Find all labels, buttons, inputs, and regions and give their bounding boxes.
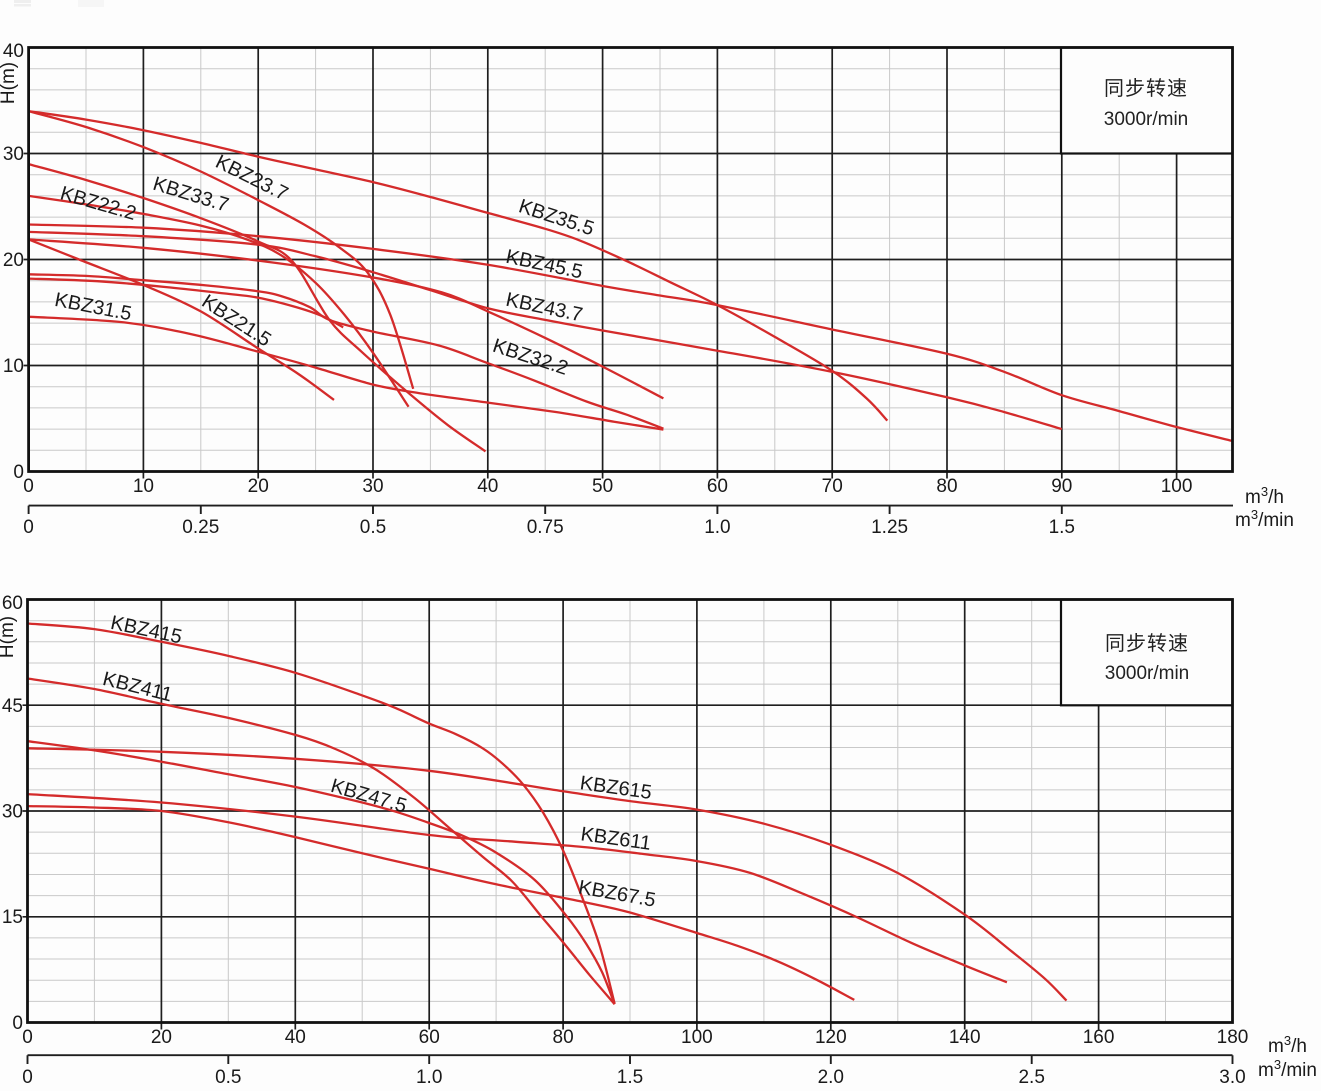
svg-text:20: 20 [151,1027,172,1048]
svg-text:20: 20 [3,250,24,271]
svg-text:140: 140 [949,1027,981,1048]
svg-text:1.25: 1.25 [871,517,908,538]
svg-text:1.5: 1.5 [617,1067,643,1086]
svg-text:10: 10 [133,476,154,497]
svg-text:H(m): H(m) [0,616,18,658]
svg-text:80: 80 [553,1027,574,1048]
svg-text:180: 180 [1217,1027,1249,1048]
svg-text:0: 0 [23,476,34,497]
svg-text:2.0: 2.0 [818,1067,844,1086]
svg-text:0: 0 [23,517,34,538]
svg-text:160: 160 [1083,1027,1115,1048]
svg-text:30: 30 [362,476,383,497]
svg-text:0.5: 0.5 [215,1067,241,1086]
svg-text:3000r/min: 3000r/min [1104,109,1189,130]
svg-text:50: 50 [592,476,613,497]
svg-text:40: 40 [3,41,24,62]
svg-text:m3/min: m3/min [1235,507,1294,531]
svg-text:0.25: 0.25 [182,517,219,538]
svg-text:60: 60 [707,476,728,497]
svg-text:30: 30 [3,144,24,165]
svg-text:m3/min: m3/min [1258,1057,1317,1081]
svg-text:1.0: 1.0 [416,1067,442,1086]
svg-text:同步转速: 同步转速 [1105,632,1189,655]
svg-text:0.5: 0.5 [360,517,386,538]
svg-text:0: 0 [22,1067,33,1086]
svg-text:15: 15 [2,907,23,928]
svg-text:1.5: 1.5 [1049,517,1075,538]
svg-text:60: 60 [2,593,23,614]
svg-text:3000r/min: 3000r/min [1105,663,1190,684]
svg-text:100: 100 [681,1027,713,1048]
svg-text:10: 10 [3,356,24,377]
svg-text:同步转速: 同步转速 [1104,77,1188,100]
svg-text:20: 20 [248,476,269,497]
svg-text:0.75: 0.75 [527,517,564,538]
svg-text:45: 45 [2,696,23,717]
svg-text:0: 0 [12,1013,23,1034]
svg-text:0: 0 [22,1027,33,1048]
svg-text:80: 80 [936,476,957,497]
svg-text:1.0: 1.0 [704,517,730,538]
svg-text:40: 40 [285,1027,306,1048]
svg-text:2.5: 2.5 [1018,1067,1044,1086]
svg-text:70: 70 [822,476,843,497]
svg-text:3.0: 3.0 [1219,1067,1245,1086]
svg-text:40: 40 [477,476,498,497]
svg-text:100: 100 [1161,476,1193,497]
svg-text:0: 0 [13,462,24,483]
svg-text:60: 60 [419,1027,440,1048]
svg-text:30: 30 [2,802,23,823]
svg-text:120: 120 [815,1027,847,1048]
svg-text:H(m): H(m) [0,62,19,104]
svg-text:90: 90 [1051,476,1072,497]
